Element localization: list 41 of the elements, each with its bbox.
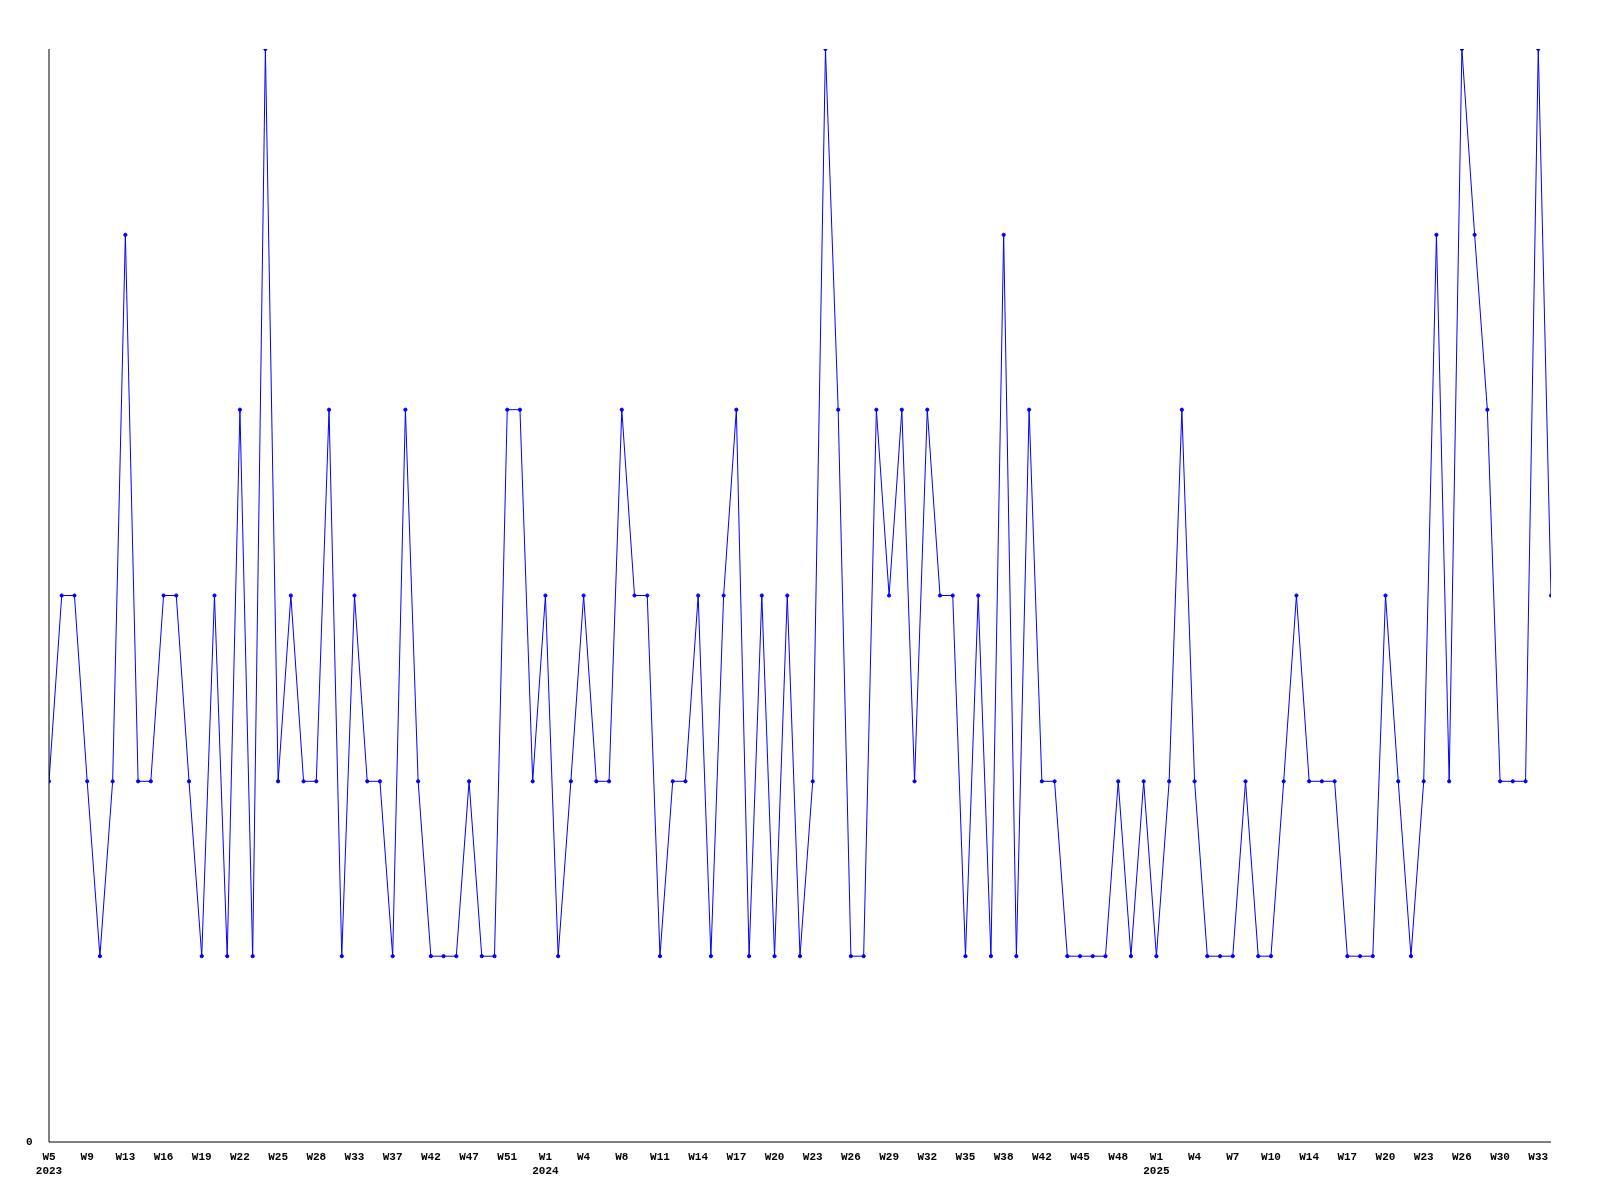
x-tick-label: W1 2025 <box>1143 1151 1171 1177</box>
x-tick-label: W47 <box>459 1151 479 1163</box>
x-tick-label: W42 <box>420 1151 441 1163</box>
x-tick-label: W7 <box>1226 1151 1240 1163</box>
x-tick-label: W33 <box>344 1151 365 1163</box>
x-tick-label: W20 <box>764 1151 785 1163</box>
x-tick-label: W28 <box>306 1151 327 1163</box>
x-tick-label: W25 <box>268 1151 289 1163</box>
x-tick-label: W8 <box>615 1151 629 1163</box>
x-tick-label: W13 <box>115 1151 136 1163</box>
text: 0 <box>26 1136 33 1148</box>
x-tick-label: W23 <box>1413 1151 1435 1163</box>
x-tick-label: W26 <box>841 1151 861 1163</box>
x-tick-label: W11 <box>650 1151 671 1163</box>
x-tick-label: W29 <box>879 1151 900 1163</box>
x-tick-label: W22 <box>230 1151 250 1163</box>
x-tick-label: W1 2024 <box>532 1151 560 1177</box>
x-tick-label: W16 <box>153 1151 174 1163</box>
x-tick-label: W26 <box>1451 1151 1472 1163</box>
x-tick-label: W9 <box>80 1151 94 1163</box>
x-tick-label: W19 <box>191 1151 212 1163</box>
x-tick-label: W38 <box>993 1151 1014 1163</box>
x-tick-label: W30 <box>1490 1151 1510 1163</box>
x-tick-label: W4 <box>1187 1151 1202 1163</box>
x-tick-label: W14 <box>688 1151 709 1163</box>
x-tick-label: W10 <box>1261 1151 1281 1163</box>
x-tick-label: W17 <box>726 1151 747 1163</box>
x-tick-label: W48 <box>1108 1151 1129 1163</box>
x-tick-label: W14 <box>1299 1151 1320 1163</box>
x-tick-label: W33 <box>1528 1151 1549 1163</box>
x-tick-label: W32 <box>917 1151 938 1163</box>
x-tick-label: W4 <box>577 1151 591 1163</box>
x-tick-label: W37 <box>382 1151 403 1163</box>
x-tick-label: W5 2023 <box>35 1151 63 1177</box>
x-tick-label: W20 <box>1375 1151 1396 1163</box>
x-tick-label: W35 <box>955 1151 976 1163</box>
x-tick-label: W45 <box>1070 1151 1091 1163</box>
x-tick-label: W17 <box>1337 1151 1358 1163</box>
x-tick-label: W42 <box>1031 1151 1052 1163</box>
x-tick-label: W51 <box>497 1151 518 1163</box>
x-tick-label: W23 <box>802 1151 824 1163</box>
